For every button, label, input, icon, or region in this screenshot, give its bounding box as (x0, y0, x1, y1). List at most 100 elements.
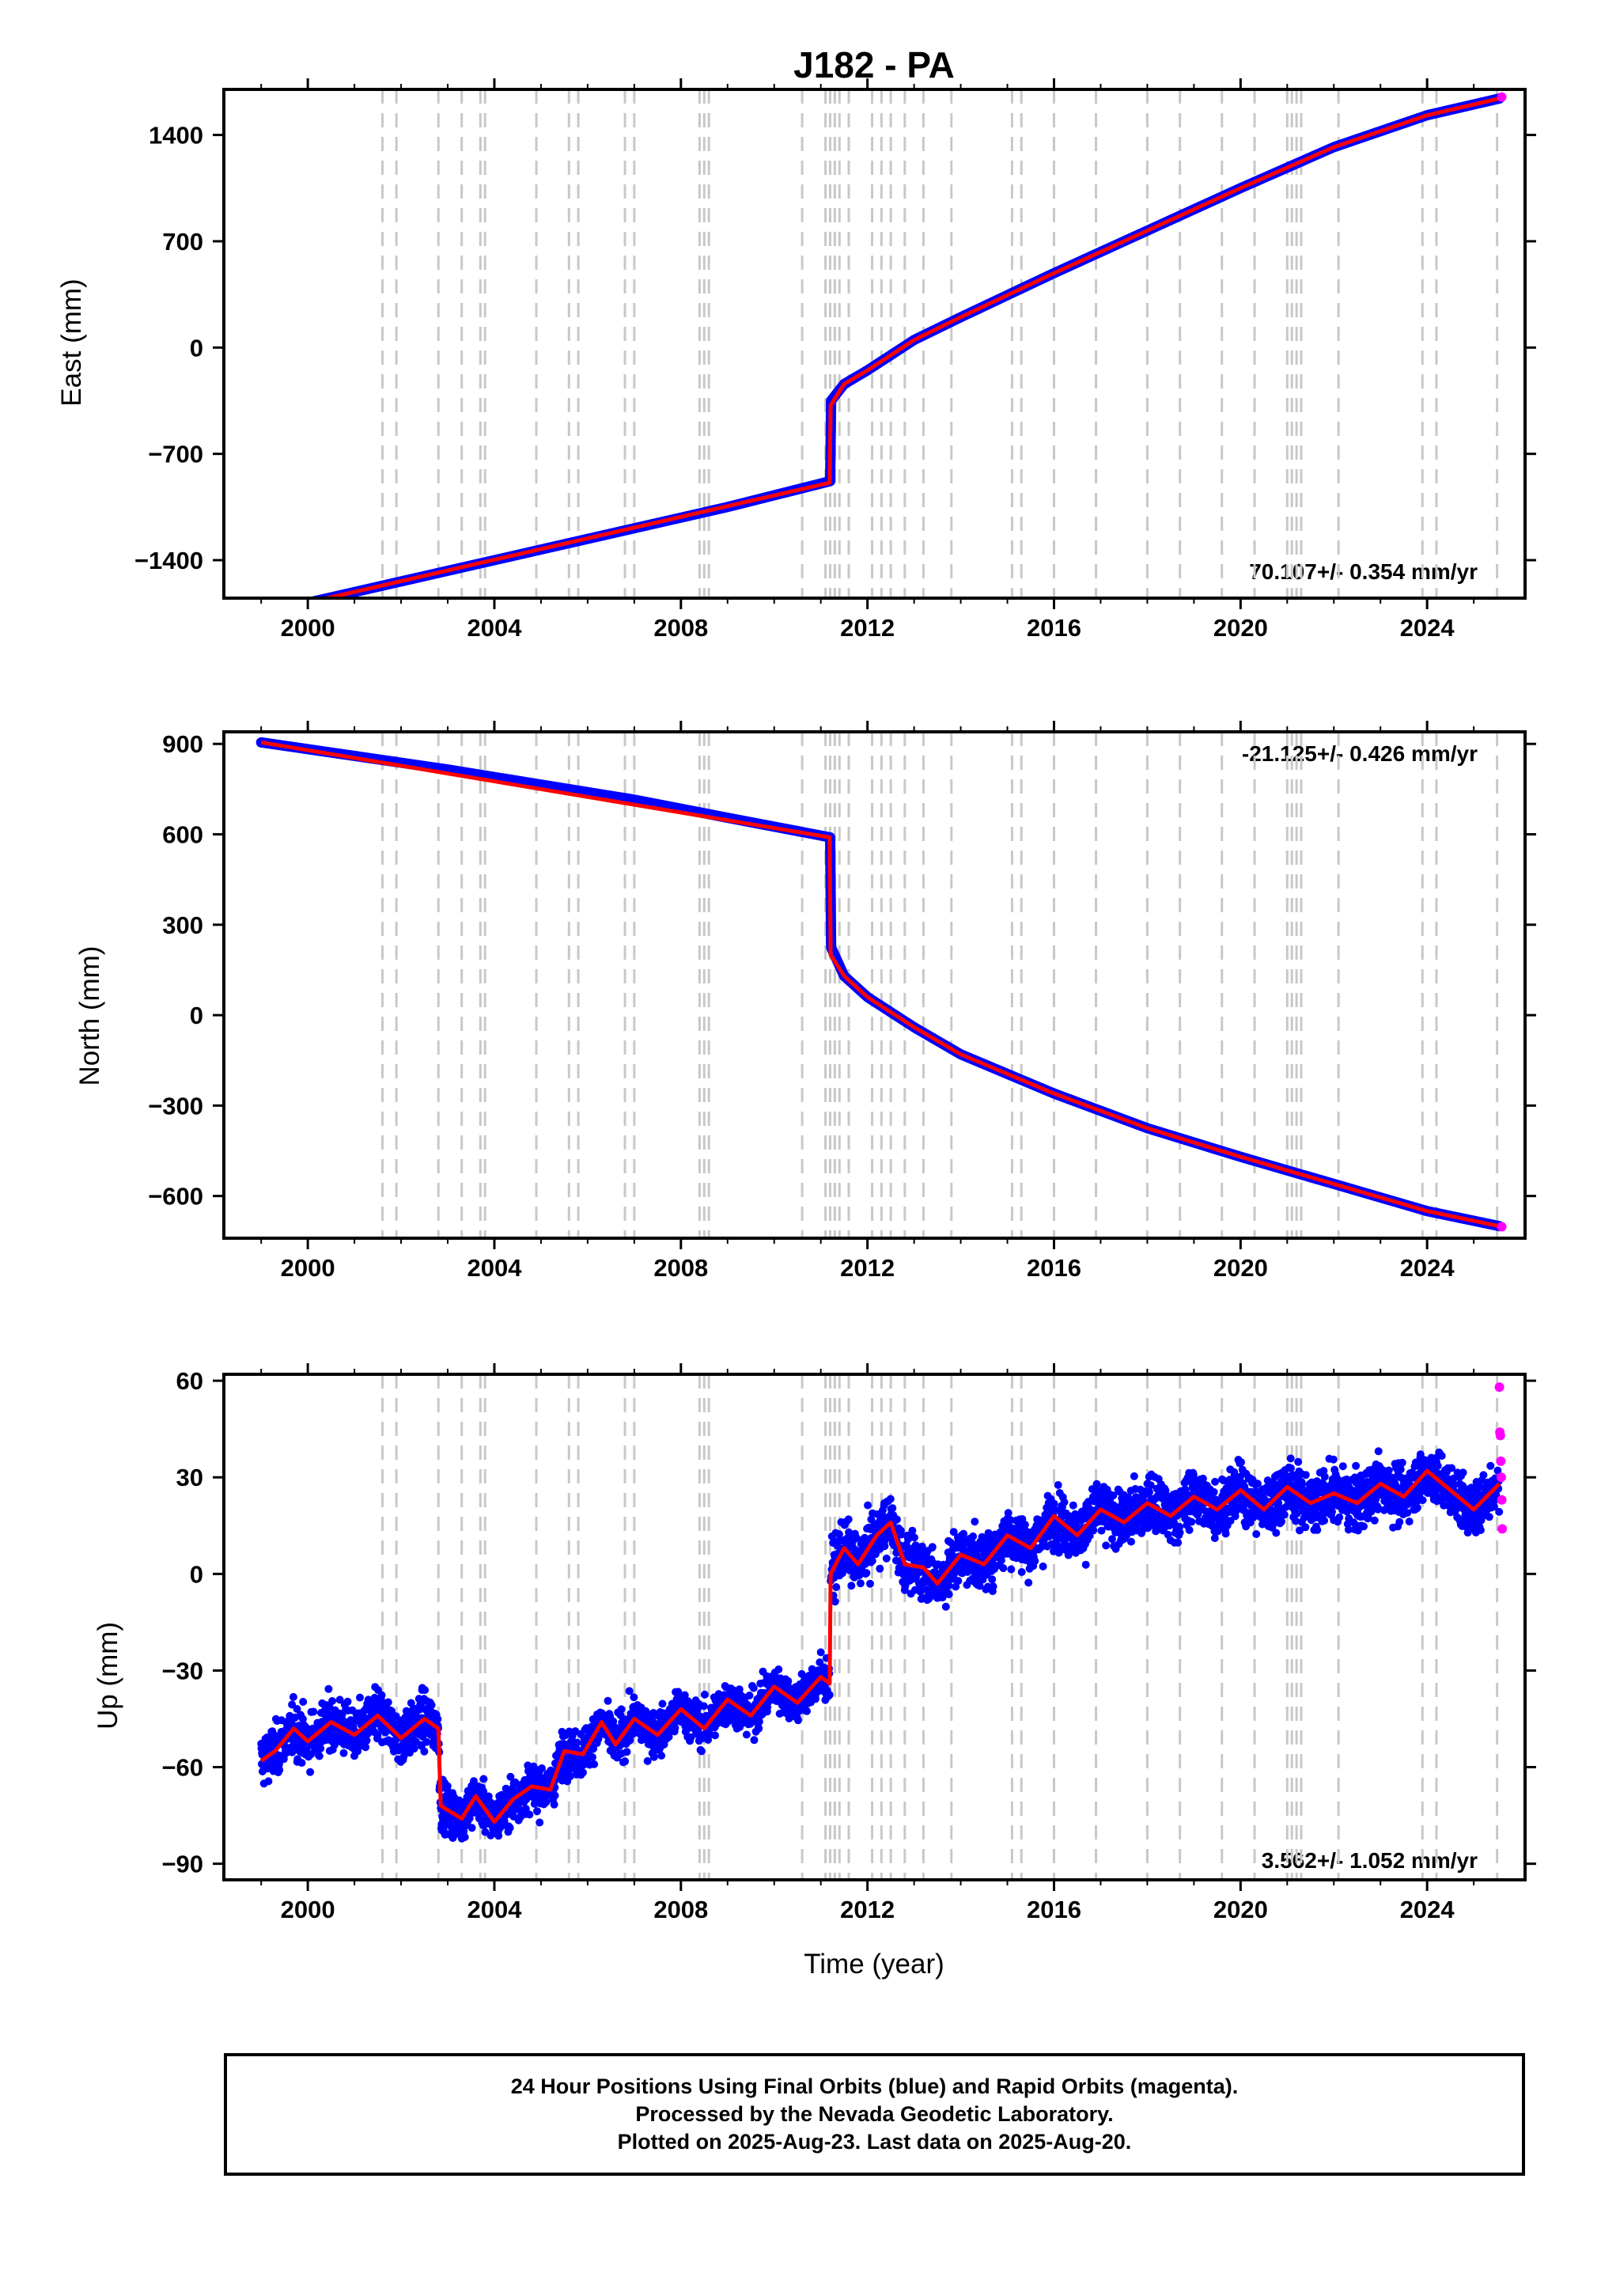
data-point (671, 1723, 679, 1732)
data-point (1270, 1481, 1279, 1490)
data-point (803, 1707, 811, 1715)
x-tick-label: 2000 (281, 1896, 335, 1923)
rapid-orbit-point (1497, 1222, 1507, 1232)
data-point (589, 1753, 596, 1761)
data-point (886, 1495, 895, 1503)
data-point (825, 1691, 834, 1699)
data-point (876, 1564, 884, 1573)
data-point (1175, 1529, 1184, 1536)
data-point (1146, 1481, 1155, 1490)
data-point (324, 1684, 333, 1693)
up-panel: Up (mm) 3.562+/- 1.052 mm/yr Time (year)… (93, 1363, 1536, 1980)
footer-line-2: Processed by the Nevada Geodetic Laborat… (635, 2102, 1114, 2126)
y-tick-label: −90 (161, 1851, 203, 1878)
data-point (1476, 1526, 1485, 1534)
data-point (1338, 1462, 1347, 1471)
data-point (954, 1577, 963, 1586)
data-point (1301, 1471, 1310, 1480)
x-tick-label: 2020 (1213, 1896, 1268, 1923)
data-point (479, 1787, 488, 1796)
east-panel: East (mm) 70.107+/- 0.354 mm/yr 2000 2004… (56, 78, 1536, 642)
data-point (1252, 1530, 1261, 1538)
data-point (784, 1677, 793, 1685)
data-point (1174, 1538, 1183, 1547)
data-point (844, 1515, 853, 1524)
up-y-axis-label: Up (mm) (93, 1622, 123, 1730)
y-tick-label: 1400 (149, 122, 203, 150)
x-tick-label: 2012 (840, 1254, 895, 1282)
data-point (882, 1554, 891, 1563)
data-point (343, 1697, 352, 1706)
data-point (938, 1593, 947, 1602)
data-point (297, 1759, 306, 1767)
data-point (680, 1691, 689, 1699)
x-tick-label: 2004 (467, 1254, 522, 1282)
rapid-orbit-point (1496, 1456, 1506, 1466)
data-point (944, 1582, 953, 1590)
data-point (621, 1757, 630, 1766)
data-point (289, 1692, 297, 1701)
data-point (1185, 1525, 1194, 1534)
data-point (533, 1807, 541, 1816)
data-point (698, 1747, 706, 1756)
x-axis-label: Time (year) (804, 1949, 944, 1980)
data-point (794, 1716, 802, 1725)
data-point (742, 1730, 751, 1739)
data-point (831, 1597, 839, 1606)
plot-frame (222, 1373, 1527, 1881)
y-tick-label: 0 (190, 1002, 203, 1029)
data-point (664, 1733, 673, 1741)
data-point (573, 1738, 581, 1747)
x-tick-label: 2024 (1400, 614, 1455, 642)
y-tick-label: 30 (176, 1464, 203, 1491)
data-point (1486, 1461, 1495, 1470)
model-series (318, 97, 1501, 598)
plot-frame (222, 88, 1527, 600)
data-point (421, 1686, 430, 1695)
data-point (774, 1665, 783, 1673)
data-point (298, 1714, 307, 1723)
x-tick-label: 2016 (1027, 1254, 1081, 1282)
data-point (623, 1748, 631, 1756)
data-point (1320, 1517, 1329, 1525)
data-point (1050, 1499, 1058, 1508)
y-tick-label: −600 (148, 1183, 203, 1211)
data-point (866, 1579, 874, 1588)
final-orbits-series (305, 93, 1505, 598)
data-point (625, 1687, 634, 1695)
x-tick-label: 2008 (653, 1896, 708, 1923)
data-point (699, 1702, 708, 1711)
data-point (433, 1714, 442, 1723)
x-tick-label: 2008 (653, 614, 708, 642)
data-point (542, 1798, 551, 1806)
data-point (530, 1800, 539, 1808)
y-tick-label: −700 (148, 441, 203, 468)
data-point (536, 1818, 544, 1827)
data-point (1060, 1498, 1069, 1506)
x-tick-label: 2000 (281, 1254, 335, 1282)
data-point (812, 1695, 819, 1703)
data-point (1479, 1471, 1488, 1480)
y-tick-label: 600 (162, 821, 203, 849)
data-point (745, 1692, 754, 1699)
data-point (1319, 1467, 1328, 1476)
x-tick-label: 2004 (467, 614, 522, 642)
north-rate-label: -21.125+/- 0.426 mm/yr (1242, 741, 1478, 766)
data-point (264, 1777, 273, 1786)
data-point (941, 1602, 950, 1611)
data-point (579, 1768, 587, 1777)
y-tick-label: −30 (161, 1657, 203, 1684)
data-point (1495, 1507, 1504, 1516)
model-series (260, 740, 1501, 1229)
data-point (1097, 1526, 1106, 1535)
data-point (293, 1705, 301, 1713)
plot-area (305, 89, 1505, 598)
data-point (856, 1579, 865, 1588)
data-point (590, 1760, 599, 1768)
rapid-orbit-point (1497, 92, 1507, 102)
data-point (1433, 1461, 1442, 1470)
data-point (566, 1772, 574, 1781)
data-point (1418, 1496, 1427, 1505)
data-point (525, 1810, 534, 1819)
data-point (1352, 1461, 1361, 1470)
